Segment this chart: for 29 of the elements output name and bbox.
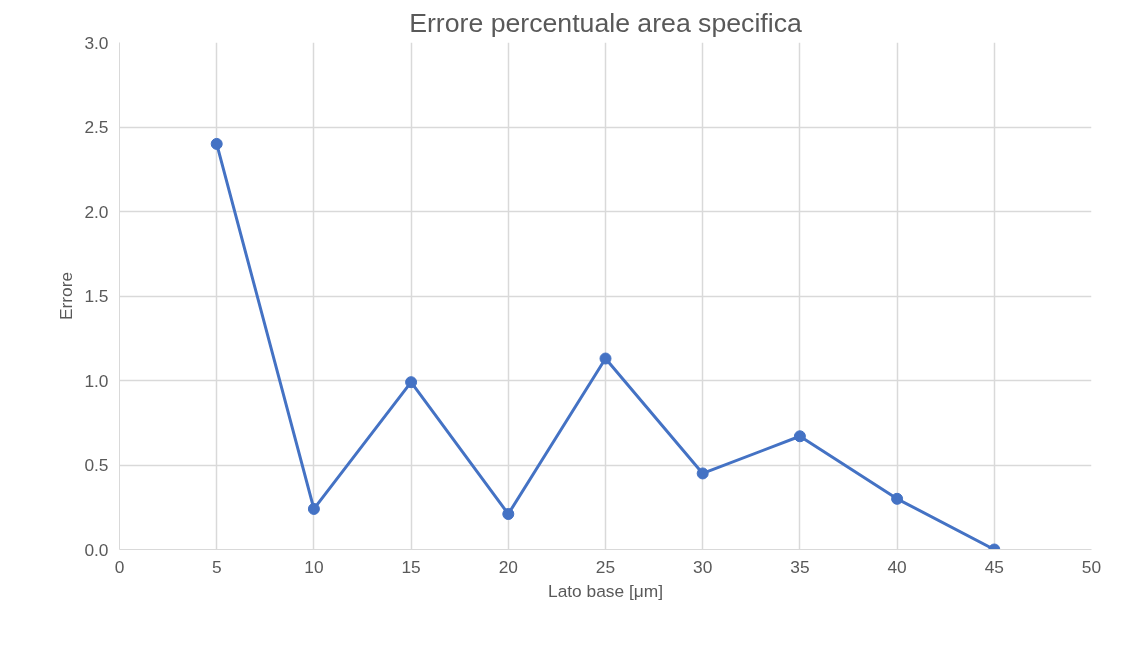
y-tick-label: 0.0: [84, 539, 109, 560]
x-tick-label: 45: [984, 556, 1004, 577]
point: [793, 430, 806, 443]
point: [405, 376, 418, 389]
x-tick-label: 15: [401, 556, 421, 577]
x-tick-label: 25: [595, 556, 616, 577]
y-tick-label: 2.5: [84, 117, 109, 137]
x-tick-label: 10: [304, 556, 324, 577]
x-tick-label: 40: [887, 556, 907, 577]
y-axis-title: Errore: [56, 271, 77, 321]
x-tick-label: 0: [114, 556, 125, 577]
x-tick-label: 50: [1081, 556, 1102, 577]
point: [599, 352, 612, 365]
point: [210, 137, 223, 150]
point: [307, 502, 320, 515]
point: [696, 467, 709, 480]
x-tick-label: 30: [693, 556, 713, 577]
chart-title: Errore percentuale area specifica: [409, 7, 802, 38]
point: [891, 492, 904, 505]
x-tick-label: 35: [790, 556, 810, 577]
x-tick-label: 20: [498, 556, 518, 577]
y-tick-label: 0.5: [84, 455, 109, 475]
point: [502, 508, 515, 520]
y-tick-label: 2.0: [84, 201, 109, 222]
y-tick-label: 1.0: [84, 370, 109, 391]
y-tick-label: 3.0: [84, 32, 109, 53]
x-axis-title: Lato base [μm]: [548, 580, 663, 601]
x-tick-label: 5: [211, 556, 222, 577]
y-tick-label: 1.5: [84, 286, 109, 306]
